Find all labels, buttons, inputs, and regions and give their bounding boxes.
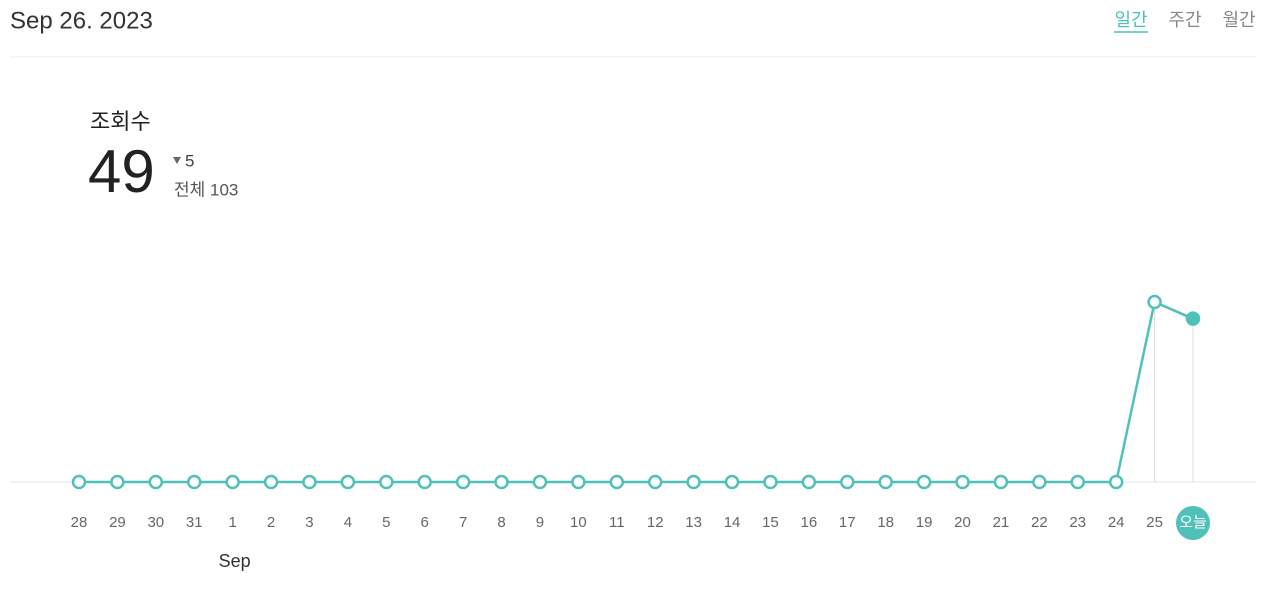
x-tick-label: 20 xyxy=(954,514,971,531)
point xyxy=(263,474,279,490)
point xyxy=(955,474,970,490)
point xyxy=(840,474,855,490)
point xyxy=(148,474,164,490)
x-tick-label: 19 xyxy=(916,514,933,531)
point xyxy=(1032,474,1047,490)
x-tick-label: 11 xyxy=(609,514,625,531)
point xyxy=(302,474,317,490)
point xyxy=(455,474,471,490)
point xyxy=(340,474,356,490)
metric-label: 조회수 xyxy=(90,109,151,134)
point xyxy=(647,474,663,490)
x-tick-label: 1 xyxy=(228,514,236,531)
point xyxy=(993,474,1009,490)
x-tick-label: 오늘 xyxy=(1179,514,1207,531)
x-tick-label: 16 xyxy=(801,514,818,531)
point xyxy=(186,474,202,490)
x-tick-label: 6 xyxy=(421,514,429,531)
x-tick-label: 5 xyxy=(382,514,390,531)
metric-value: 49 xyxy=(88,138,155,205)
x-tick-label: 4 xyxy=(344,514,352,531)
x-tick-label: 2 xyxy=(267,514,275,531)
x-tick-label: 12 xyxy=(647,514,664,531)
x-tick-label: 13 xyxy=(685,514,702,531)
x-tick-label: 28 xyxy=(71,514,88,531)
point xyxy=(763,474,778,490)
point xyxy=(1147,294,1162,310)
x-tick-label: 17 xyxy=(839,514,856,531)
x-tick-label: 30 xyxy=(147,514,164,531)
x-tick-label: 23 xyxy=(1069,514,1086,531)
x-tick-label: 8 xyxy=(497,514,505,531)
point xyxy=(686,474,701,490)
point xyxy=(71,474,87,490)
tab-monthly[interactable]: 월간 xyxy=(1222,10,1255,30)
point xyxy=(801,474,817,490)
x-tick-label: 31 xyxy=(186,514,203,531)
point xyxy=(878,474,893,490)
x-tick-label: 24 xyxy=(1108,514,1125,531)
date-title: Sep 26. 2023 xyxy=(10,7,153,34)
point xyxy=(417,474,432,490)
x-tick-label: 14 xyxy=(724,514,741,531)
metric-total: 전체 103 xyxy=(174,180,238,199)
metric-change: 5 xyxy=(185,151,194,170)
x-tick-label: 25 xyxy=(1146,514,1163,531)
today-badge xyxy=(1176,506,1210,540)
x-tick-label: 9 xyxy=(536,514,544,531)
x-tick-label: 15 xyxy=(762,514,779,531)
point xyxy=(225,474,240,490)
x-tick-label: 21 xyxy=(993,514,1010,531)
point xyxy=(110,474,125,490)
point xyxy=(494,474,509,490)
point xyxy=(1070,474,1086,490)
x-tick-label: 3 xyxy=(305,514,313,531)
point xyxy=(571,474,586,490)
point xyxy=(609,474,625,490)
x-tick-label: 22 xyxy=(1031,514,1048,531)
point xyxy=(916,474,932,490)
x-tick-label: 10 xyxy=(570,514,587,531)
point xyxy=(379,474,394,490)
x-tick-label: 7 xyxy=(459,514,467,531)
tab-daily[interactable]: 일간 xyxy=(1114,10,1147,30)
tab-weekly[interactable]: 주간 xyxy=(1168,10,1201,30)
point xyxy=(532,474,548,490)
point xyxy=(1185,311,1201,326)
x-tick-label: 18 xyxy=(877,514,894,531)
x-tick-label: 29 xyxy=(109,514,126,531)
point xyxy=(1108,474,1124,490)
point xyxy=(724,474,740,490)
month-label: Sep xyxy=(219,551,251,571)
down-arrow xyxy=(173,157,181,164)
series-line xyxy=(79,300,1194,484)
